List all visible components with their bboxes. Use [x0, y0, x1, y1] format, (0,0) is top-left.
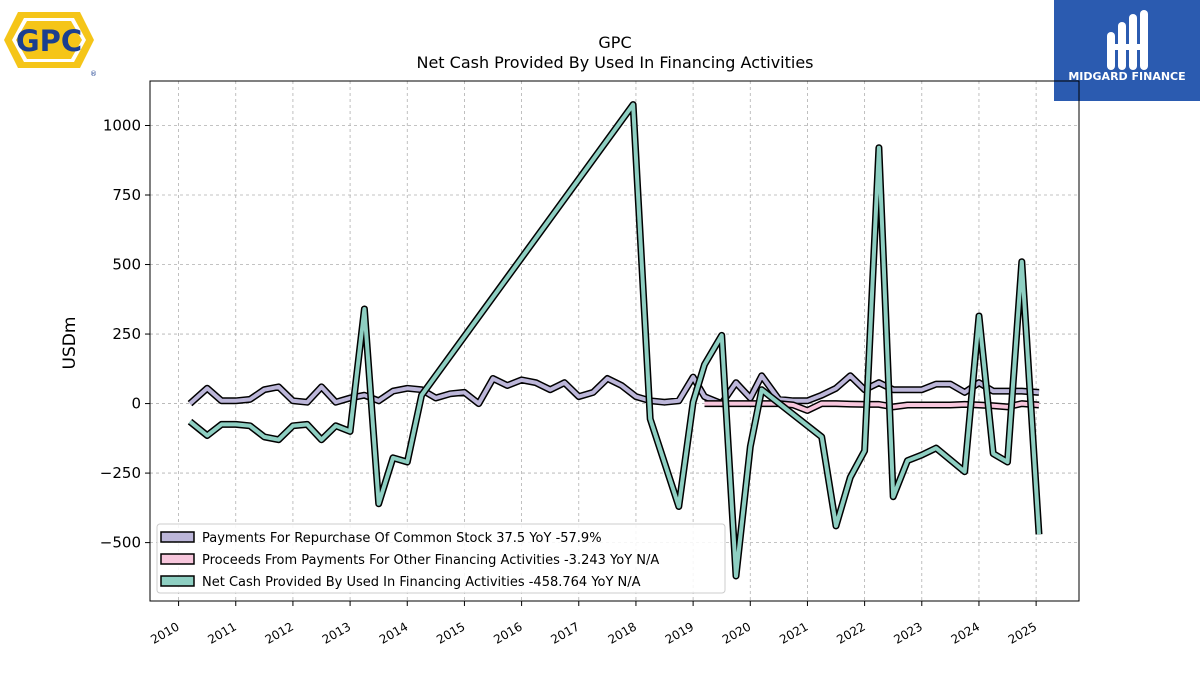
midgard-finance-logo: MIDGARD FINANCE: [1054, 0, 1200, 101]
y-tick-label: 250: [112, 325, 141, 343]
x-tick-label: 2021: [777, 619, 810, 646]
gpc-logo-text: GPC: [16, 24, 82, 58]
legend-label: Proceeds From Payments For Other Financi…: [202, 553, 659, 568]
series-line: [188, 102, 1041, 578]
chart-subtitle: Net Cash Provided By Used In Financing A…: [416, 53, 813, 72]
y-tick-label: 750: [112, 186, 141, 204]
series-line-outline: [187, 101, 1043, 580]
x-tick-label: 2012: [263, 619, 296, 646]
x-tick-label: 2011: [205, 619, 238, 646]
gpc-logo: GPC ®: [4, 12, 97, 78]
y-tick-label: 1000: [103, 116, 141, 134]
legend: Payments For Repurchase Of Common Stock …: [156, 523, 726, 594]
x-tick-label: 2014: [377, 619, 410, 646]
y-tick-label: 500: [112, 256, 141, 274]
y-tick-label: −500: [100, 534, 141, 552]
legend-label: Payments For Repurchase Of Common Stock …: [202, 531, 602, 546]
x-tick-label: 2019: [663, 619, 696, 646]
series-line: [188, 373, 1040, 406]
series-line: [704, 401, 1040, 413]
legend-swatch: [160, 575, 195, 587]
series-lines: [187, 101, 1043, 580]
x-axis: 2010 2011 2012 2013 2014 2015 2016 2017 2018 2019…: [148, 601, 1039, 647]
svg-text:®: ®: [90, 70, 97, 78]
legend-swatch: [160, 531, 195, 543]
plot-frame: [149, 80, 1080, 602]
y-axis: 1000 750 500 250 0 −250 −500: [100, 116, 150, 552]
series-2: [187, 101, 1043, 580]
grid: [150, 81, 1079, 601]
legend-swatch: [160, 553, 195, 565]
midgard-mark-icon: [1107, 10, 1148, 70]
x-tick-label: 2024: [949, 619, 982, 646]
midgard-finance-text: MIDGARD FINANCE: [1068, 70, 1185, 83]
x-tick-label: 2015: [434, 619, 467, 646]
x-tick-label: 2010: [148, 619, 181, 646]
y-axis-label: USDm: [60, 317, 80, 370]
series-1: [704, 400, 1040, 414]
x-tick-label: 2020: [720, 619, 753, 646]
x-tick-label: 2018: [606, 619, 639, 646]
y-tick-label: −250: [100, 464, 141, 482]
y-tick-label: 0: [131, 395, 141, 413]
x-tick-label: 2025: [1006, 619, 1039, 646]
legend-label: Net Cash Provided By Used In Financing A…: [202, 575, 641, 590]
x-tick-label: 2023: [891, 619, 924, 646]
series-0: [187, 372, 1040, 408]
x-tick-label: 2017: [548, 619, 581, 646]
x-tick-label: 2013: [320, 619, 353, 646]
chart-title: GPC: [598, 33, 631, 52]
x-tick-label: 2016: [491, 619, 524, 646]
x-tick-label: 2022: [834, 619, 867, 646]
